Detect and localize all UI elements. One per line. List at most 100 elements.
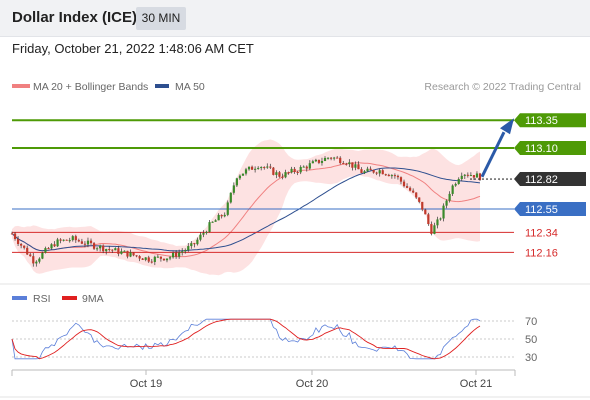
level-tag-resistance: 113.10	[514, 140, 586, 155]
candle	[120, 248, 123, 255]
candle	[393, 173, 397, 179]
candle	[92, 242, 96, 251]
x-tick-label: Oct 20	[296, 378, 328, 390]
candle	[202, 230, 205, 238]
candle	[278, 171, 281, 178]
candle	[357, 161, 360, 170]
candle	[99, 244, 102, 252]
candle	[156, 254, 159, 258]
candle	[415, 192, 418, 199]
candle	[105, 248, 108, 255]
candle	[13, 232, 17, 241]
candle	[460, 172, 463, 182]
candle	[41, 251, 44, 260]
candle	[102, 244, 105, 254]
candle	[387, 173, 390, 177]
candle	[478, 172, 482, 181]
legend-label-ma50: MA 50	[175, 81, 205, 93]
candle	[247, 166, 251, 171]
candle	[378, 168, 381, 177]
candle	[44, 246, 47, 254]
candle	[396, 174, 400, 180]
x-tick-label: Oct 19	[130, 378, 162, 390]
candle	[275, 170, 278, 179]
candle	[184, 248, 187, 254]
candle	[329, 156, 333, 161]
candle	[108, 246, 111, 252]
rsi-legend: RSI 9MA	[12, 293, 104, 305]
candle	[342, 160, 345, 165]
candle	[326, 157, 330, 160]
candle	[89, 238, 93, 245]
candle	[399, 176, 403, 185]
candle	[333, 156, 336, 161]
candle	[384, 173, 387, 176]
candle	[147, 255, 150, 263]
header-bar: Dollar Index (ICE) 30 MIN	[0, 0, 590, 37]
candle	[150, 259, 153, 264]
price-levels	[12, 119, 514, 253]
candle	[35, 260, 38, 267]
candle	[56, 237, 59, 248]
candle	[366, 166, 369, 172]
candle	[457, 177, 460, 185]
candle	[211, 221, 214, 223]
candle	[287, 171, 290, 175]
arrow-shaft	[480, 131, 506, 178]
candle	[208, 219, 211, 233]
candle	[348, 159, 351, 168]
candle	[50, 243, 53, 250]
candle	[463, 174, 466, 179]
instrument-title: Dollar Index (ICE)	[12, 9, 138, 26]
candle	[144, 257, 147, 262]
candle	[214, 219, 217, 222]
datetime-label: Friday, October 21, 2022 1:48:06 AM CET	[12, 41, 254, 56]
candle	[181, 248, 184, 256]
candle	[226, 200, 229, 217]
timeframe-badge[interactable]: 30 MIN	[136, 7, 186, 30]
arrow-head	[500, 118, 514, 135]
candle	[53, 241, 56, 248]
candle	[199, 232, 202, 242]
candle	[272, 166, 275, 176]
candle	[317, 159, 321, 165]
candle	[29, 252, 32, 257]
candle	[402, 179, 406, 188]
candle	[117, 245, 120, 257]
candle	[336, 155, 339, 159]
candle	[466, 172, 469, 178]
candle	[65, 239, 68, 241]
candle	[190, 241, 193, 249]
candle	[311, 159, 314, 164]
candle	[138, 255, 141, 262]
candle	[254, 166, 257, 173]
candle	[372, 169, 375, 174]
candle	[193, 242, 196, 248]
candle	[427, 212, 430, 226]
candle	[196, 237, 199, 246]
candle	[448, 191, 451, 203]
candle	[168, 256, 172, 261]
rsi-gridlines	[12, 320, 514, 358]
candle	[23, 245, 26, 250]
candle	[220, 214, 223, 219]
candle	[159, 256, 163, 262]
candle	[409, 186, 412, 192]
legend-label-bollinger: MA 20 + Bollinger Bands	[33, 81, 148, 93]
candle	[80, 238, 83, 245]
candle	[281, 173, 284, 180]
legend-label-rsi: RSI	[33, 293, 51, 305]
legend-swatch-bollinger	[12, 84, 30, 88]
bollinger-band-area	[12, 139, 480, 276]
candle	[299, 165, 302, 175]
candle	[345, 162, 348, 166]
candle	[86, 237, 90, 248]
candle	[293, 167, 296, 174]
level-tag-resistance: 113.35	[514, 113, 586, 128]
rsi-tick-label: 50	[525, 334, 537, 346]
rsi-tick-label: 30	[525, 352, 537, 364]
candle	[424, 208, 427, 215]
candle	[165, 258, 169, 263]
candle	[235, 177, 238, 187]
